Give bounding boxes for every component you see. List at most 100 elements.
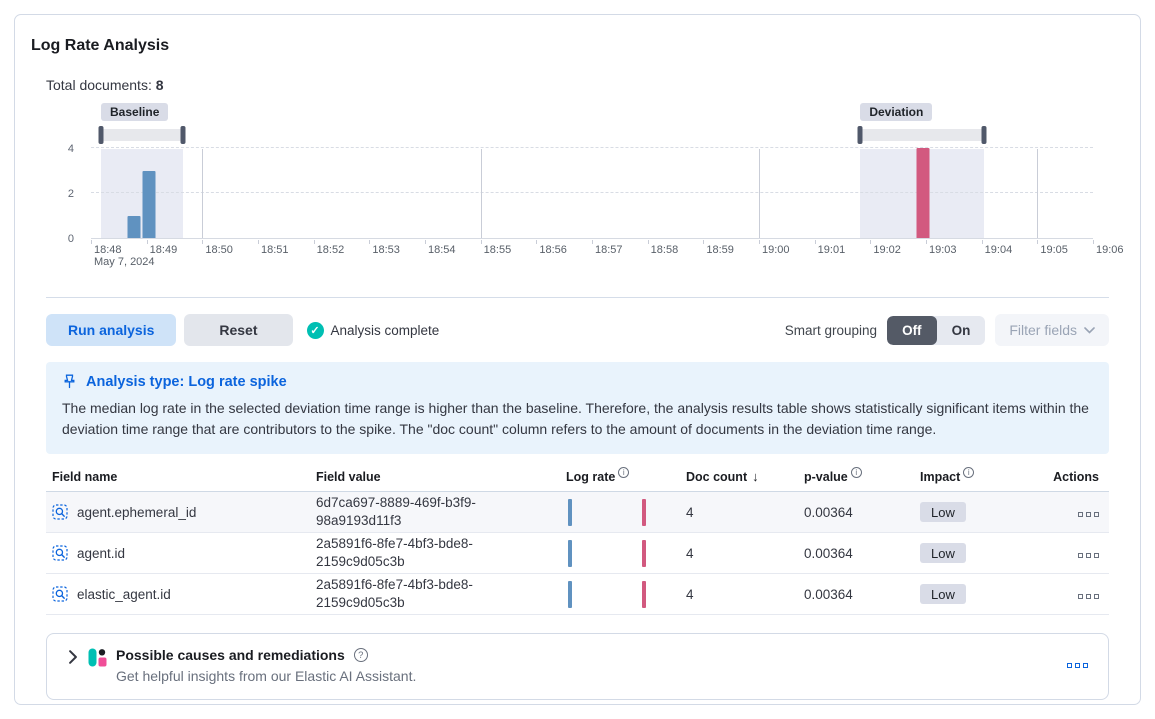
column-header-doc-count[interactable]: Doc count ↓ [680, 469, 798, 484]
cell-field-value: 2a5891f6-8fe7-4bf3-bde8-2159c9d05c3b [310, 576, 560, 612]
x-axis-label: 18:56 [539, 244, 567, 256]
x-tick-mark [369, 240, 371, 244]
smart-grouping-on-button[interactable]: On [937, 316, 986, 345]
help-question-icon[interactable]: ? [353, 648, 368, 662]
question-in-circle-icon[interactable]: i [850, 467, 862, 478]
page-title: Log Rate Analysis [31, 37, 170, 54]
filter-field-icon[interactable] [52, 545, 68, 561]
x-tick-mark [759, 240, 760, 244]
column-header-label: Doc count [686, 469, 748, 484]
filter-fields-label: Filter fields [1009, 322, 1077, 338]
x-axis-label: 19:05 [1040, 244, 1068, 256]
deviation-brush-handle-start[interactable] [857, 126, 863, 144]
analysis-status: ✓ Analysis complete [306, 321, 440, 339]
elastic-ai-assistant-icon [88, 648, 107, 667]
column-header-actions: Actions [1034, 470, 1109, 484]
deviation-doc-count-bar [916, 148, 930, 238]
mini-baseline-bar [568, 580, 572, 608]
cell-p-value: 0.00364 [804, 545, 853, 561]
column-header-field-value[interactable]: Field value [310, 470, 560, 484]
column-header-p-value[interactable]: p-value i [798, 467, 914, 484]
x-axis-label: 18:55 [483, 244, 512, 256]
x-axis-label: 19:06 [1096, 244, 1124, 256]
field-value-text: 2a5891f6-8fe7-4bf3-bde8-2159c9d05c3b [316, 535, 473, 569]
column-header-label: Field name [52, 469, 118, 484]
x-tick-mark [91, 240, 92, 244]
column-header-label: Field value [316, 469, 381, 484]
table-row: elastic_agent.id 2a5891f6-8fe7-4bf3-bde8-… [46, 574, 1109, 615]
x-gridline [202, 149, 204, 238]
x-axis-label: 19:02 [873, 244, 901, 256]
x-tick-mark [536, 240, 538, 244]
possible-causes-title: Possible causes and remediations [116, 647, 345, 663]
reset-button[interactable]: Reset [184, 314, 293, 346]
x-tick-mark [480, 240, 482, 244]
field-value-text: 2a5891f6-8fe7-4bf3-bde8-2159c9d05c3b [316, 576, 473, 610]
chart-brush-row [91, 126, 1093, 144]
filter-field-icon[interactable] [52, 504, 68, 520]
column-header-label: Actions [1053, 469, 1099, 484]
deviation-brush-handle-end[interactable] [981, 126, 987, 144]
x-axis-label: 18:54 [427, 244, 456, 256]
x-tick-mark [1093, 240, 1094, 244]
possible-causes-subtitle: Get helpful insights from our Elastic AI… [116, 668, 417, 684]
row-actions-menu-icon[interactable] [1078, 552, 1099, 558]
total-documents: Total documents: 8 [46, 77, 1109, 93]
smart-grouping-off-button[interactable]: Off [887, 315, 937, 345]
impact-badge: Low [920, 502, 966, 522]
x-axis-label: 18:50 [205, 244, 233, 256]
table-row: agent.ephemeral_id 6d7ca697-8889-469f-b3f… [46, 492, 1109, 533]
row-actions-menu-icon[interactable] [1078, 511, 1099, 517]
chart-plot-area[interactable] [91, 147, 1093, 239]
column-header-log-rate[interactable]: Log rate i [560, 467, 680, 484]
baseline-window-region [101, 149, 184, 238]
cell-field-value: 6d7ca697-8889-469f-b3f9-98a9193d11f3 [310, 494, 560, 530]
deviation-brush-bar[interactable] [860, 129, 985, 141]
callout-body-text: The median log rate in the selected devi… [62, 400, 1089, 437]
y-axis-label-2: 2 [67, 188, 74, 200]
run-analysis-button[interactable]: Run analysis [46, 314, 177, 346]
accordion-actions-menu-icon[interactable] [1067, 663, 1088, 668]
question-in-circle-icon[interactable]: i [963, 467, 975, 478]
filter-fields-button[interactable]: Filter fields [995, 314, 1109, 346]
column-header-field-name[interactable]: Field name [46, 470, 310, 484]
chevron-down-icon [1084, 326, 1095, 334]
x-tick-mark [1037, 240, 1039, 244]
analysis-status-label: Analysis complete [330, 322, 440, 338]
cell-log-rate [560, 498, 680, 526]
field-value-text: 6d7ca697-8889-469f-b3f9-98a9193d11f3 [316, 494, 476, 528]
x-gridline [759, 149, 760, 238]
cell-actions [1034, 505, 1109, 520]
deviation-badge: Deviation [860, 103, 933, 121]
filter-field-icon[interactable] [52, 586, 68, 602]
x-gridline [1037, 149, 1039, 238]
mini-deviation-bar [642, 580, 646, 608]
log-rate-mini-chart [566, 539, 670, 567]
x-tick-mark [926, 240, 927, 244]
sort-descending-icon: ↓ [752, 469, 759, 484]
table-body: agent.ephemeral_id 6d7ca697-8889-469f-b3f… [46, 492, 1109, 615]
baseline-brush-bar[interactable] [101, 129, 184, 141]
x-axis-label: 19:03 [929, 244, 957, 256]
y-gridline-4 [91, 147, 1093, 148]
cell-field-value: 2a5891f6-8fe7-4bf3-bde8-2159c9d05c3b [310, 535, 560, 571]
x-axis-label: 18:57 [595, 244, 623, 256]
y-gridline-2 [91, 192, 1093, 193]
log-rate-analysis-panel: Log Rate Analysis Total documents: 8 Bas… [14, 14, 1141, 705]
y-axis-label-0: 0 [67, 233, 74, 245]
chevron-right-icon[interactable] [67, 650, 79, 664]
baseline-brush-handle-end[interactable] [180, 126, 186, 144]
cell-actions [1034, 587, 1109, 602]
x-axis-date-label: May 7, 2024 [94, 256, 155, 268]
mini-deviation-bar [642, 539, 646, 567]
total-documents-label: Total documents: [46, 77, 152, 93]
question-in-circle-icon[interactable]: i [618, 467, 630, 478]
impact-badge: Low [920, 584, 966, 604]
row-actions-menu-icon[interactable] [1078, 593, 1099, 599]
baseline-brush-handle-start[interactable] [98, 126, 104, 144]
smart-grouping-toggle: Off On [887, 315, 986, 345]
pushpin-icon [64, 374, 75, 389]
x-tick-mark [146, 240, 148, 244]
chart-badge-row: Baseline Deviation [91, 103, 1093, 123]
column-header-impact[interactable]: Impact i [914, 467, 1034, 484]
